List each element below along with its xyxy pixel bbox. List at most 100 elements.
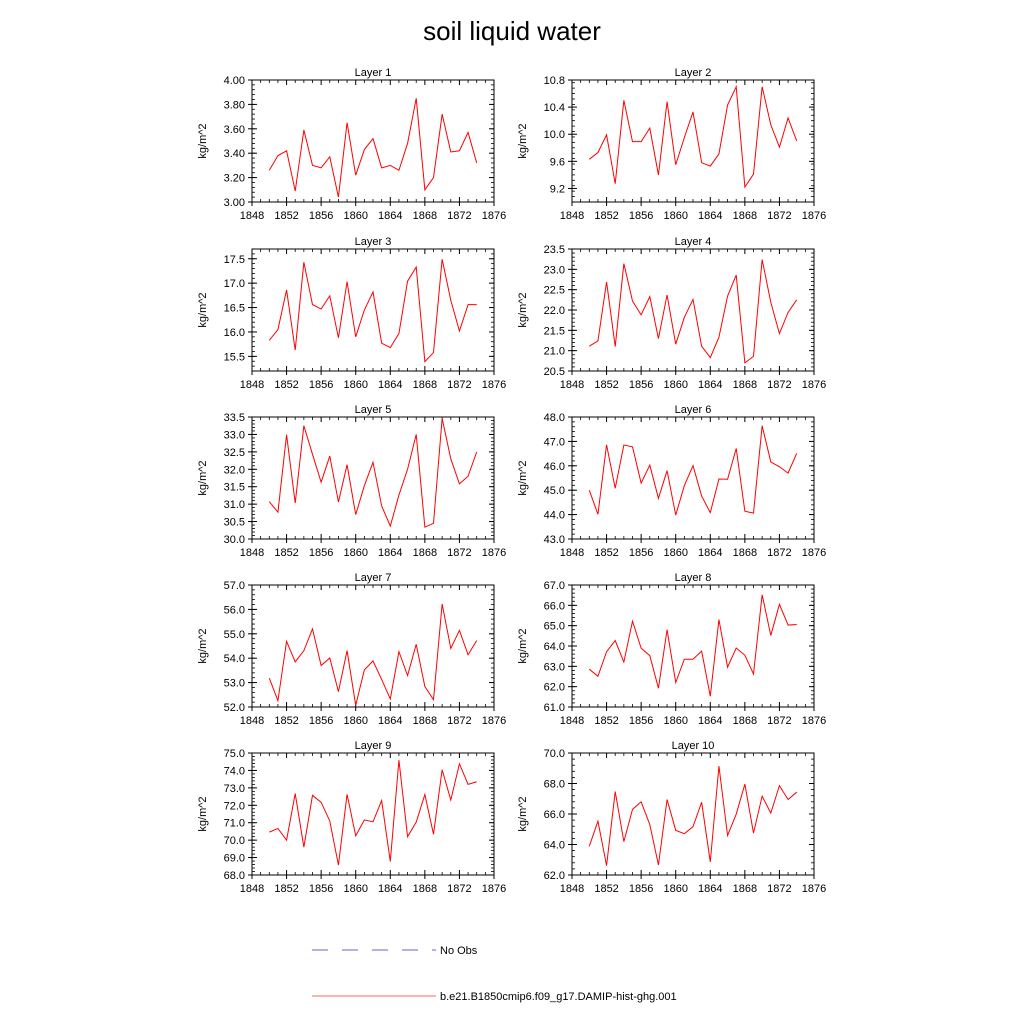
y-tick-label: 30.5 <box>224 517 245 529</box>
x-tick-label: 1848 <box>560 210 584 222</box>
x-tick-label: 1864 <box>698 715 722 727</box>
x-tick-label: 1852 <box>594 715 618 727</box>
x-tick-label: 1868 <box>413 210 437 222</box>
x-tick-label: 1860 <box>343 210 367 222</box>
x-tick-label: 1848 <box>240 210 264 222</box>
y-tick-label: 17.0 <box>224 278 245 290</box>
y-tick-label: 66.0 <box>544 809 565 821</box>
x-tick-label: 1872 <box>447 210 471 222</box>
chart-panel-2: Layer 2 kg/m^2 1848 1852 1856 1860 1864 1868 187… <box>517 67 826 222</box>
series-line <box>269 760 477 866</box>
y-tick-label: 62.0 <box>544 870 565 882</box>
x-tick-label: 1856 <box>309 210 333 222</box>
series-line <box>589 259 798 364</box>
x-tick-label: 1856 <box>309 883 333 895</box>
series-line <box>268 259 477 363</box>
y-tick-label: 16.5 <box>224 303 245 315</box>
series-line <box>268 418 478 528</box>
y-tick-label: 56.0 <box>224 604 245 616</box>
y-tick-label: 10.4 <box>544 102 565 114</box>
x-tick-label: 1868 <box>733 210 757 222</box>
series-line <box>268 98 478 198</box>
chart-panel-8: Layer 8 kg/m^2 1848 1852 1856 1860 1864 1868 187… <box>517 572 826 727</box>
y-tick-label: 63.0 <box>544 661 565 673</box>
y-tick-label: 61.0 <box>544 702 565 714</box>
y-tick-label: 33.0 <box>224 429 245 441</box>
x-tick-label: 1864 <box>378 715 402 727</box>
y-tick-label: 3.60 <box>224 124 245 136</box>
y-tick-label: 4.00 <box>224 75 245 87</box>
x-tick-label: 1852 <box>274 547 298 559</box>
chart-panel-4: Layer 4 kg/m^2 1848 1852 1856 1860 1864 1868 187… <box>517 236 826 391</box>
x-tick-label: 1872 <box>447 547 471 559</box>
y-tick-label: 3.80 <box>224 99 245 111</box>
y-tick-label: 23.0 <box>544 264 565 276</box>
x-tick-label: 1852 <box>274 715 298 727</box>
x-tick-label: 1868 <box>733 715 757 727</box>
panel-title: Layer 10 <box>672 740 715 752</box>
panel-title: Layer 5 <box>355 404 392 416</box>
x-tick-label: 1876 <box>482 547 506 559</box>
y-tick-label: 67.0 <box>544 580 565 592</box>
chart-panel-3: Layer 3 kg/m^2 1848 1852 1856 1860 1864 1868 187… <box>197 236 506 391</box>
plot-frame <box>251 752 495 876</box>
y-tick-label: 75.0 <box>224 748 245 760</box>
x-tick-label: 1856 <box>629 715 653 727</box>
y-tick-label: 57.0 <box>224 580 245 592</box>
y-tick-label: 68.0 <box>224 870 245 882</box>
x-tick-label: 1876 <box>802 210 826 222</box>
series-line <box>588 84 798 189</box>
plot-frame <box>251 584 495 708</box>
x-tick-label: 1864 <box>698 210 722 222</box>
panel-title: Layer 7 <box>355 572 392 584</box>
x-tick-label: 1848 <box>560 379 584 391</box>
y-tick-label: 22.5 <box>544 285 565 297</box>
y-tick-label: 31.5 <box>224 482 245 494</box>
x-tick-label: 1860 <box>663 379 687 391</box>
x-tick-label: 1852 <box>274 883 298 895</box>
x-tick-label: 1860 <box>663 547 687 559</box>
series-line <box>588 766 798 866</box>
x-tick-label: 1856 <box>629 379 653 391</box>
x-tick-label: 1848 <box>240 715 264 727</box>
x-tick-label: 1864 <box>378 210 402 222</box>
x-tick-label: 1876 <box>482 210 506 222</box>
x-tick-label: 1872 <box>767 883 791 895</box>
y-tick-label: 70.0 <box>544 748 565 760</box>
y-axis-label: kg/m^2 <box>197 460 209 495</box>
chart-panel-5: Layer 5 kg/m^2 1848 1852 1856 1860 1864 1868 187… <box>197 404 506 559</box>
y-tick-label: 17.5 <box>224 254 245 266</box>
x-tick-label: 1868 <box>413 883 437 895</box>
y-axis-label: kg/m^2 <box>197 796 209 831</box>
x-tick-label: 1856 <box>309 547 333 559</box>
legend-no-obs-label: No Obs <box>440 945 478 957</box>
y-tick-label: 74.0 <box>224 765 245 777</box>
plot-frame <box>571 248 815 372</box>
chart-panel-6: Layer 6 kg/m^2 1848 1852 1856 1860 1864 1868 187… <box>517 404 826 559</box>
x-tick-label: 1852 <box>594 883 618 895</box>
y-tick-label: 64.0 <box>544 641 565 653</box>
x-tick-label: 1876 <box>802 715 826 727</box>
figure-title: soil liquid water <box>423 16 601 46</box>
y-tick-label: 62.0 <box>544 682 565 694</box>
x-tick-label: 1856 <box>629 547 653 559</box>
x-tick-label: 1868 <box>733 883 757 895</box>
x-tick-label: 1856 <box>629 210 653 222</box>
series-line <box>588 425 798 516</box>
y-tick-label: 52.0 <box>224 702 245 714</box>
x-tick-label: 1872 <box>447 379 471 391</box>
legend-model-run-label: b.e21.B1850cmip6.f09_g17.DAMIP-hist-ghg.… <box>440 991 677 1003</box>
y-axis-label: kg/m^2 <box>197 123 209 158</box>
x-tick-label: 1872 <box>447 715 471 727</box>
y-tick-label: 46.0 <box>544 461 565 473</box>
chart-panel-7: Layer 7 kg/m^2 1848 1852 1856 1860 1864 1868 187… <box>197 572 506 727</box>
x-tick-label: 1876 <box>802 547 826 559</box>
y-tick-label: 33.5 <box>224 412 245 424</box>
x-tick-label: 1852 <box>274 379 298 391</box>
series-line <box>268 603 478 706</box>
panel-title: Layer 1 <box>355 67 392 79</box>
y-tick-label: 69.0 <box>224 853 245 865</box>
y-tick-label: 9.6 <box>550 156 565 168</box>
y-tick-label: 30.0 <box>224 534 245 546</box>
x-tick-label: 1868 <box>733 547 757 559</box>
